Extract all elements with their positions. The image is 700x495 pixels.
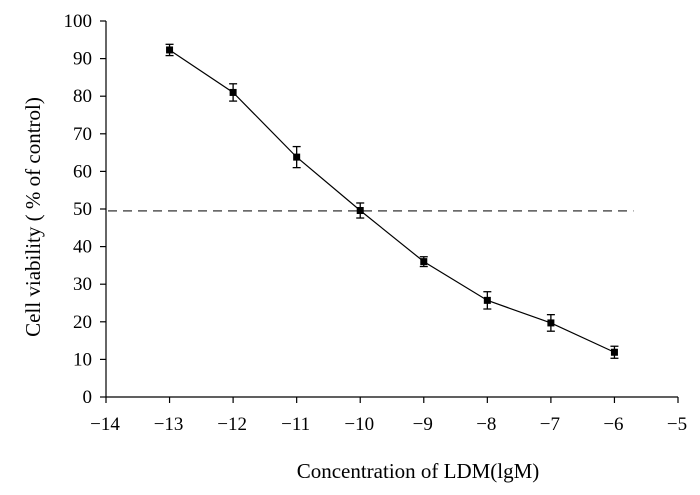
data-point xyxy=(166,46,174,54)
axes xyxy=(100,20,679,403)
data-point xyxy=(229,88,237,96)
x-tick-label: −8 xyxy=(476,414,496,435)
y-tick-label: 10 xyxy=(73,349,92,370)
y-tick-labels: 0 10 20 30 40 50 60 70 80 90 100 xyxy=(64,11,93,408)
data-point xyxy=(483,296,491,304)
data-point xyxy=(547,319,555,327)
x-tick-labels: −14 −13 −12 −11 −10 −9 −8 −7 −6 −5 xyxy=(90,414,687,435)
data-point xyxy=(293,153,301,161)
series-group xyxy=(165,43,619,359)
x-tick-label: −6 xyxy=(603,414,623,435)
x-tick-label: −14 xyxy=(90,414,120,435)
data-point xyxy=(356,207,364,215)
y-tick-label: 60 xyxy=(73,161,92,182)
data-point xyxy=(420,258,428,266)
y-tick-label: 70 xyxy=(73,124,92,145)
x-tick-label: −13 xyxy=(154,414,184,435)
y-tick-label: 40 xyxy=(73,237,92,258)
y-tick-label: 30 xyxy=(73,274,92,295)
x-tick-label: −12 xyxy=(217,414,247,435)
y-tick-label: 80 xyxy=(73,86,92,107)
y-tick-label: 100 xyxy=(64,11,93,32)
y-tick-label: 0 xyxy=(83,387,93,408)
y-tick-label: 20 xyxy=(73,312,92,333)
x-axis-title: Concentration of LDM(lgM) xyxy=(297,459,540,483)
x-tick-label: −10 xyxy=(344,414,374,435)
data-point xyxy=(610,348,618,356)
y-axis-title: Cell viability ( % of control) xyxy=(21,97,45,337)
series-line xyxy=(169,49,615,353)
x-tick-label: −7 xyxy=(540,414,560,435)
x-tick-label: −11 xyxy=(281,414,310,435)
y-tick-label: 50 xyxy=(73,199,92,220)
x-tick-label: −9 xyxy=(413,414,433,435)
y-tick-label: 90 xyxy=(73,49,92,70)
x-tick-label: −5 xyxy=(667,414,687,435)
